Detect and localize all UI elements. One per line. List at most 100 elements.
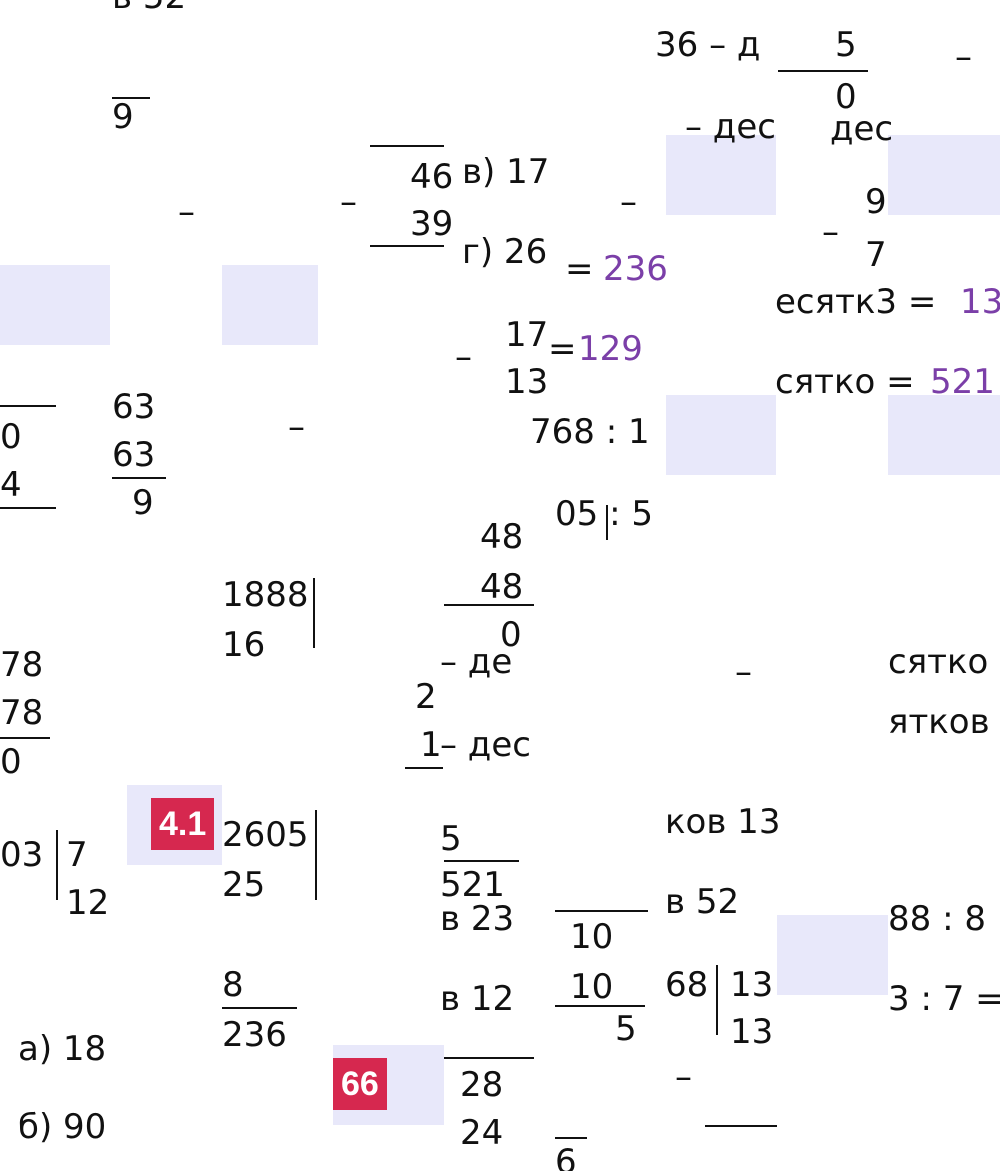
text-fragment: 13	[960, 282, 1000, 322]
text-fragment: –	[178, 192, 195, 232]
division-line	[56, 830, 58, 900]
text-fragment: –	[822, 212, 839, 252]
text-fragment: – дес	[685, 107, 776, 147]
text-fragment: в 52	[112, 0, 186, 14]
text-fragment: 48	[480, 517, 524, 557]
text-fragment: 63	[112, 435, 156, 475]
division-line	[606, 505, 608, 540]
text-fragment: 39	[410, 204, 454, 244]
text-fragment: 13	[730, 965, 774, 1005]
division-line	[370, 145, 444, 147]
text-fragment: 521	[440, 865, 505, 905]
badge: 66	[333, 1058, 387, 1110]
text-fragment: 4	[0, 465, 22, 505]
division-line	[0, 737, 50, 739]
tile	[222, 265, 318, 345]
text-fragment: 9	[112, 97, 134, 137]
text-fragment: ятков	[888, 702, 990, 742]
text-fragment: 25	[222, 865, 266, 905]
text-fragment: в 12	[440, 979, 515, 1019]
text-fragment: 48	[480, 567, 524, 607]
text-fragment: есятк3 =	[775, 282, 937, 322]
text-fragment: 6	[555, 1142, 577, 1171]
text-fragment: сятко =	[775, 362, 915, 402]
tile	[888, 135, 1000, 215]
division-line	[0, 507, 56, 509]
text-fragment: 521	[930, 362, 995, 402]
text-fragment: б) 90	[18, 1107, 107, 1147]
text-fragment: 10	[570, 967, 614, 1007]
text-fragment: 63	[112, 387, 156, 427]
text-fragment: 5	[835, 25, 857, 65]
text-fragment: 68	[665, 965, 709, 1005]
division-line	[112, 97, 150, 99]
text-fragment: 13	[730, 1012, 774, 1052]
text-fragment: дес	[830, 109, 894, 149]
division-line	[315, 810, 317, 900]
division-line	[370, 245, 444, 247]
text-fragment: ков 13	[665, 802, 781, 842]
text-fragment: –	[455, 337, 472, 377]
text-fragment: 17	[505, 315, 549, 355]
text-fragment: 16	[222, 625, 266, 665]
text-fragment: =	[565, 249, 594, 289]
text-fragment: 03	[0, 835, 44, 875]
tile	[666, 395, 776, 475]
text-fragment: 7	[66, 835, 88, 875]
text-fragment: 5	[440, 819, 462, 859]
text-fragment: 5	[615, 1009, 637, 1049]
text-fragment: 2	[415, 677, 437, 717]
division-line	[778, 70, 868, 72]
text-fragment: г) 26	[462, 232, 548, 272]
division-line	[313, 578, 315, 648]
text-fragment: 12	[66, 883, 110, 923]
text-fragment: в) 17	[462, 152, 550, 192]
text-fragment: 1888	[222, 575, 309, 615]
tile	[0, 265, 110, 345]
text-fragment: 129	[578, 329, 643, 369]
text-fragment: 8	[222, 965, 244, 1005]
text-fragment: –	[620, 182, 637, 222]
text-fragment: 236	[222, 1015, 287, 1055]
text-fragment: –	[340, 182, 357, 222]
badge: 4.1	[151, 798, 215, 850]
text-fragment: 24	[460, 1113, 504, 1153]
division-line	[405, 767, 443, 769]
text-fragment: а) 18	[18, 1029, 107, 1069]
text-fragment: 78	[0, 693, 44, 733]
division-line	[705, 1125, 777, 1127]
text-fragment: –	[675, 1057, 692, 1097]
division-line	[555, 1137, 587, 1139]
division-line	[444, 1057, 534, 1059]
text-fragment: – дес	[440, 725, 531, 765]
text-fragment: –	[955, 37, 972, 77]
text-fragment: 3 : 7 =	[888, 979, 1000, 1019]
text-fragment: 46	[410, 157, 454, 197]
text-fragment: 28	[460, 1065, 504, 1105]
text-fragment: 9	[132, 483, 154, 523]
text-fragment: 0	[0, 417, 22, 457]
text-fragment: 7	[865, 235, 887, 275]
text-fragment: 9	[865, 182, 887, 222]
tile	[777, 915, 888, 995]
text-fragment: 1	[420, 725, 442, 765]
division-line	[444, 860, 519, 862]
text-fragment: =	[548, 329, 577, 369]
text-fragment: 05 : 5	[555, 494, 653, 534]
text-fragment: 13	[505, 362, 549, 402]
text-fragment: сятко	[888, 642, 989, 682]
text-fragment: 0	[835, 77, 857, 117]
text-fragment: 768 : 1	[530, 412, 650, 452]
text-fragment: – де	[440, 642, 513, 682]
text-fragment: в 23	[440, 899, 515, 939]
text-fragment: –	[735, 652, 752, 692]
tile	[666, 135, 776, 215]
text-fragment: 36 – д	[655, 25, 761, 65]
text-fragment: 78	[0, 645, 44, 685]
division-line	[555, 1005, 645, 1007]
division-line	[555, 910, 648, 912]
text-fragment: 2605	[222, 815, 309, 855]
text-fragment: 0	[0, 742, 22, 782]
text-fragment: в 52	[665, 882, 740, 922]
